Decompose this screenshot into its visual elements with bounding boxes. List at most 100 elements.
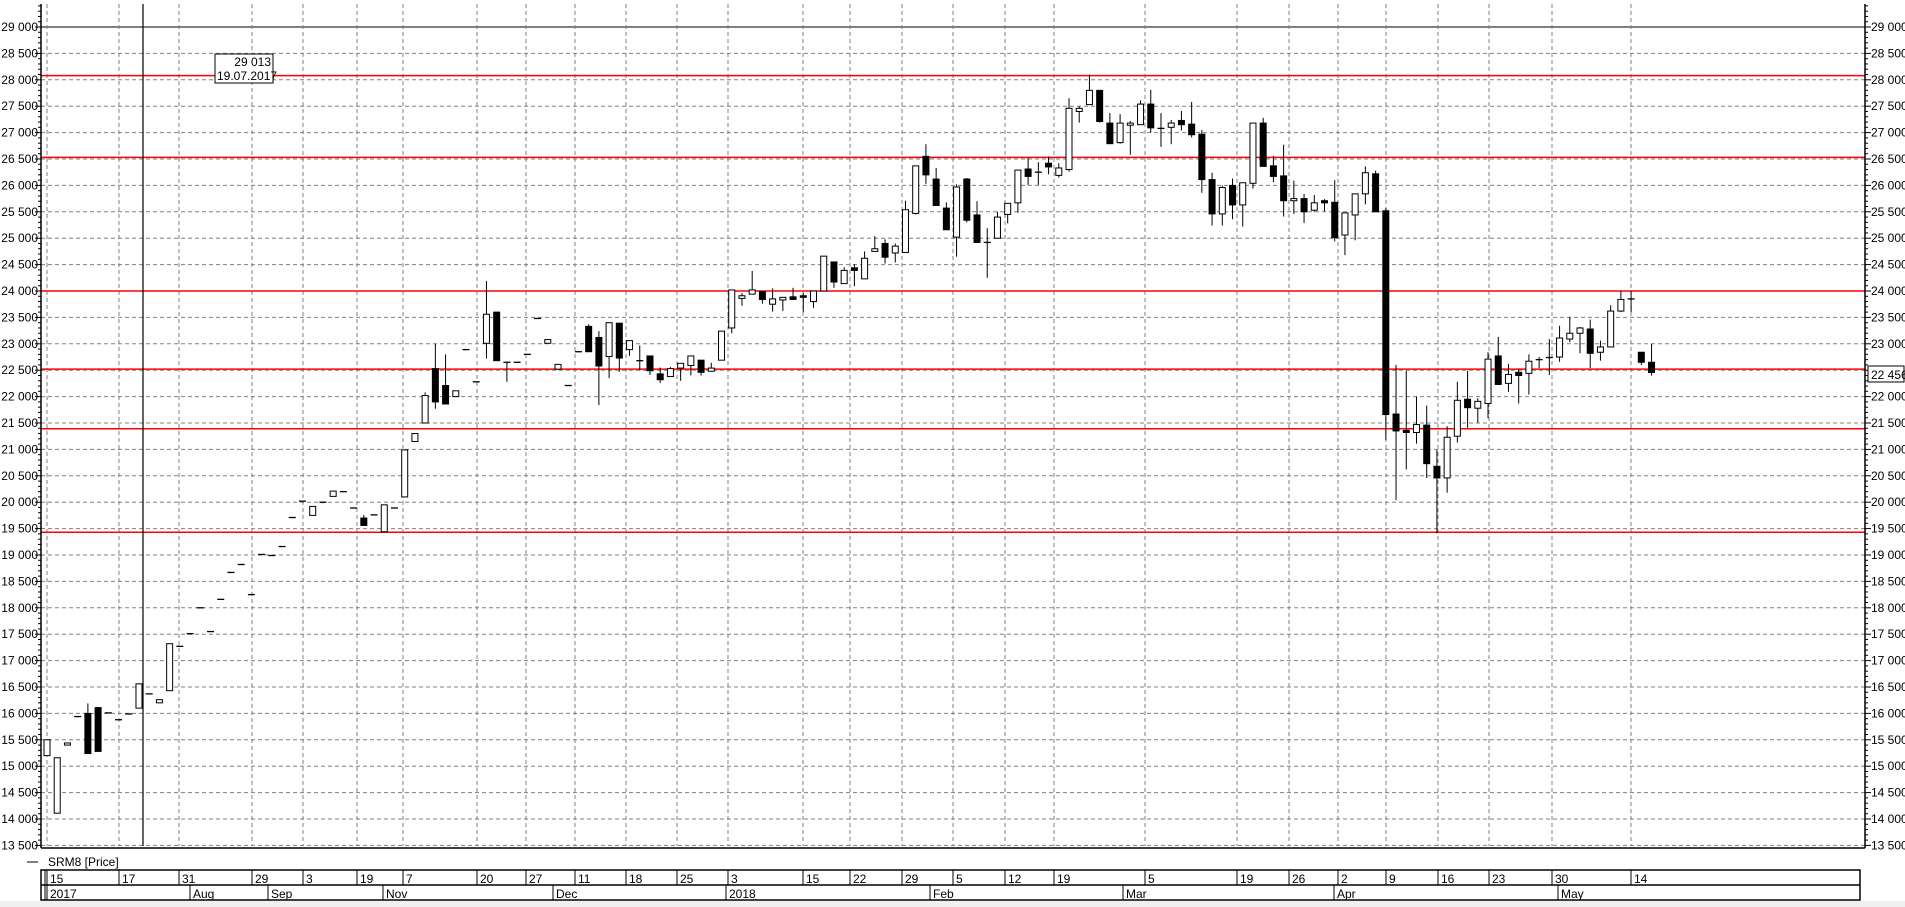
candle-body-down [615,322,623,359]
x-tick-label-month: Sep [271,887,293,901]
candle [360,514,368,526]
y-tick-label-right: 23 500 [1871,310,1905,324]
candle-body-down [1024,168,1032,177]
candle [1147,89,1155,133]
candle-body-down [830,261,838,283]
candle [554,363,562,370]
candle-body-up [309,505,317,516]
y-tick-label-left: 17 000 [1,654,38,668]
candle-body-down [94,707,102,752]
candle-body-up [1525,360,1533,374]
candle [1361,166,1369,205]
candle [595,331,603,406]
candle-body-down [656,373,664,381]
y-tick-label-left: 28 500 [1,46,38,60]
x-tick-label-month: Mar [1126,887,1147,901]
candle [1004,202,1012,224]
candle-body-up [605,322,613,357]
x-tick-label-day: 20 [480,872,494,886]
candle [983,228,991,278]
candle [1137,100,1145,126]
x-tick-label-day: 27 [529,872,543,886]
candle-body-down [1229,184,1237,206]
candle-body-up [1239,182,1247,206]
x-tick-label-day: 19 [360,872,374,886]
candle [891,243,899,263]
candle [605,322,613,379]
candle-body-up [1249,122,1257,184]
y-tick-label-right: 25 500 [1871,205,1905,219]
candle [63,742,71,746]
y-tick-label-left: 25 500 [1,205,38,219]
candle [155,699,163,704]
candle-body-up [779,296,787,301]
y-tick-label-right: 22 000 [1871,390,1905,404]
y-tick-label-right: 23 000 [1871,337,1905,351]
candle-body-down [1188,123,1196,136]
candle [1106,113,1114,145]
candle-body-up [1075,107,1083,112]
date-axis-strip[interactable]: 15 17 31 29 3 19 7 20 27 11 18 25 3 15 22 29 5 12 19 5 19 26 2… [40,869,1861,901]
candle [421,392,429,424]
candle [1280,144,1288,217]
candle-body-up [820,255,828,292]
candle [411,433,419,442]
x-tick-label-day: 19 [1240,872,1254,886]
candle [493,311,501,362]
candle [1504,363,1512,392]
candle [1576,326,1584,354]
candle-body-up [1474,400,1482,409]
candle-body-down [1515,371,1523,376]
candle [626,340,634,356]
candle [53,757,61,814]
candle [1443,426,1451,493]
y-tick-label-left: 22 000 [1,390,38,404]
candle-body-down [1464,398,1472,409]
candle [963,178,971,223]
candle-body-down [881,242,889,258]
y-tick-label-left: 29 000 [1,20,38,34]
candle-body-up [1596,346,1604,353]
candle-body-up [718,330,726,361]
candle [1607,305,1615,348]
candle [1525,354,1533,395]
candle-body-down [1096,89,1104,123]
candle [656,367,664,383]
candle-body-down [1423,424,1431,465]
candle [1034,162,1042,185]
candle-body-up [1004,202,1012,215]
y-tick-label-right: 21 000 [1871,442,1905,456]
candle [1269,155,1277,183]
x-tick-label-month: 2018 [729,887,756,901]
candle [1423,405,1431,478]
candle-body-up [329,490,337,497]
y-tick-label-right: 27 500 [1871,99,1905,113]
y-tick-label-left: 23 500 [1,310,38,324]
candle [1290,180,1298,214]
y-tick-label-left: 20 500 [1,469,38,483]
x-tick-label-day: 16 [1441,872,1455,886]
last-price-marker: 22 456 [1867,365,1905,383]
candle-body-up [871,248,879,252]
candle [329,490,337,497]
y-tick-label-left: 14 500 [1,786,38,800]
y-tick-label-right: 27 000 [1871,126,1905,140]
candle-body-up [452,390,460,398]
candle [840,267,848,285]
y-tick-label-right: 13 500 [1871,838,1905,852]
x-tick-label-day: 17 [122,872,136,886]
candle [932,167,940,206]
candle-body-up [1065,107,1073,171]
candle [1372,170,1380,213]
y-tick-label-left: 16 500 [1,680,38,694]
candle [1157,113,1165,147]
candle [1229,178,1237,220]
candle-body-up [891,245,899,254]
candle [452,390,460,398]
candle-body-down [973,214,981,243]
y-tick-label-left: 24 000 [1,284,38,298]
level-lines [41,74,1865,534]
candle [850,264,858,287]
candle-body-down [1259,122,1267,167]
